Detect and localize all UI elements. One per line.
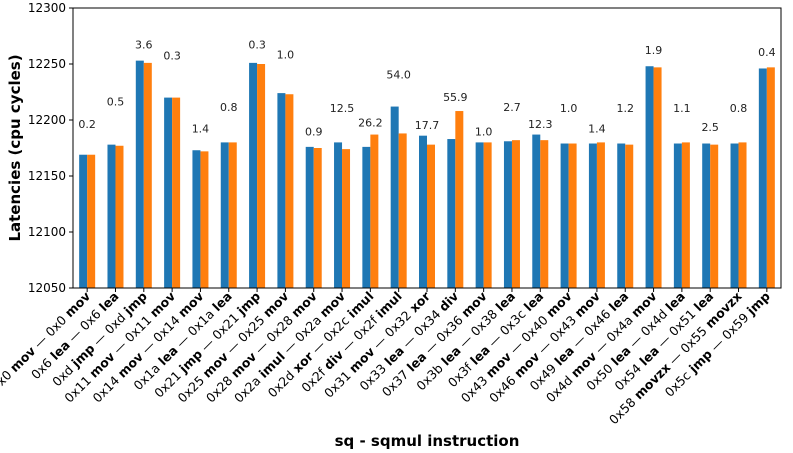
y-tick-label: 12150 bbox=[28, 169, 66, 183]
bar-sq bbox=[79, 154, 88, 288]
y-tick-label: 12050 bbox=[28, 281, 66, 295]
y-tick-label: 12200 bbox=[28, 113, 66, 127]
bar-annotation-label: 1.2 bbox=[616, 102, 634, 115]
bar-sq bbox=[503, 141, 512, 288]
bar-annotation-label: 1.0 bbox=[475, 126, 493, 139]
series-sq-bars bbox=[79, 60, 767, 289]
bar-sqmul bbox=[540, 140, 549, 288]
bar-annotation-label: 1.0 bbox=[277, 48, 295, 61]
bar-annotation-label: 0.2 bbox=[78, 118, 96, 131]
bar-annotation-label: 3.6 bbox=[135, 38, 153, 51]
bar-annotation-label: 0.9 bbox=[305, 126, 323, 139]
bar-sq bbox=[390, 106, 399, 288]
bar-sq bbox=[758, 68, 767, 288]
y-tick-label: 12250 bbox=[28, 57, 66, 71]
bar-annotation-label: 1.4 bbox=[588, 122, 606, 135]
bar-sq bbox=[730, 143, 739, 288]
bar-sq bbox=[702, 143, 711, 288]
bar-sqmul bbox=[766, 67, 775, 288]
bar-annotation-label: 0.8 bbox=[220, 101, 238, 114]
bar-sq bbox=[362, 146, 371, 288]
bar-sqmul bbox=[738, 142, 747, 288]
bar-sq bbox=[220, 142, 229, 288]
bar-sq bbox=[334, 142, 343, 288]
bar-sqmul bbox=[285, 94, 294, 289]
x-axis-title: sq - sqmul instruction bbox=[335, 432, 520, 450]
bar-annotation-label: 0.3 bbox=[163, 50, 181, 63]
bar-sq bbox=[588, 143, 597, 288]
bar-sqmul bbox=[511, 140, 520, 288]
bar-sqmul bbox=[681, 142, 690, 288]
bar-sqmul bbox=[710, 144, 719, 288]
bar-sq bbox=[532, 134, 541, 288]
bar-sq bbox=[419, 135, 427, 288]
bar-annotation-label: 0.8 bbox=[730, 102, 748, 115]
bar-sqmul bbox=[483, 142, 492, 288]
bar-sq bbox=[305, 146, 314, 288]
bar-sqmul bbox=[653, 67, 662, 288]
bar-sqmul bbox=[398, 133, 407, 288]
bar-sq bbox=[277, 93, 286, 289]
bar-sqmul bbox=[568, 143, 577, 288]
bar-annotation-label: 12.5 bbox=[330, 102, 355, 115]
bar-sq bbox=[249, 62, 258, 288]
bar-annotation-label: 1.1 bbox=[673, 102, 691, 115]
bar-sq bbox=[645, 66, 654, 289]
bar-sqmul bbox=[625, 144, 634, 288]
bar-sqmul bbox=[370, 134, 379, 288]
bar-sqmul bbox=[257, 64, 266, 288]
bar-annotation-label: 12.3 bbox=[528, 118, 553, 131]
bar-sqmul bbox=[596, 142, 605, 288]
bar-sq bbox=[617, 143, 626, 288]
bar-annotations: 0.2 0.5 3.6 0.3 1.4 0.8 0.3 1.0 0.9 12.526.2 54.0 1… bbox=[78, 38, 775, 138]
bar-sq bbox=[192, 150, 201, 288]
bar-sq bbox=[135, 60, 144, 288]
bar-annotation-label: 1.9 bbox=[645, 44, 663, 57]
bar-sq bbox=[673, 143, 682, 288]
bar-sqmul bbox=[313, 148, 322, 288]
bar-sqmul bbox=[342, 149, 351, 288]
bar-annotation-label: 2.7 bbox=[503, 101, 521, 114]
bar-sqmul bbox=[200, 151, 209, 288]
bar-sq bbox=[560, 143, 569, 288]
bar-annotation-label: 55.9 bbox=[443, 91, 468, 104]
bar-annotation-label: 0.3 bbox=[248, 38, 266, 51]
bar-sq bbox=[107, 144, 116, 288]
bar-sq bbox=[447, 139, 456, 288]
bar-sqmul bbox=[228, 142, 237, 288]
bar-sqmul bbox=[87, 154, 96, 288]
bar-annotation-label: 2.5 bbox=[701, 121, 719, 134]
bar-sqmul bbox=[143, 62, 152, 288]
y-tick-label: 12100 bbox=[28, 225, 66, 239]
bar-annotation-label: 0.4 bbox=[758, 46, 776, 59]
bar-annotation-label: 54.0 bbox=[386, 69, 411, 82]
bar-annotation-label: 17.7 bbox=[415, 119, 440, 132]
bar-annotation-label: 1.4 bbox=[192, 122, 210, 135]
bar-sqmul bbox=[115, 145, 124, 288]
y-axis-title: Latencies (cpu cycles) bbox=[6, 54, 24, 241]
bar-sqmul bbox=[172, 97, 181, 288]
bar-annotation-label: 0.5 bbox=[107, 95, 125, 108]
bar-sq bbox=[475, 142, 484, 288]
bar-sqmul bbox=[455, 111, 464, 288]
y-axis-ticks: 12050 12100 12150 12200 12250 12300 bbox=[28, 1, 73, 295]
bar-sqmul bbox=[427, 144, 435, 288]
bar-annotation-label: 26.2 bbox=[358, 117, 383, 130]
bar-sq bbox=[164, 97, 173, 288]
bar-annotation-label: 1.0 bbox=[560, 102, 578, 115]
y-tick-label: 12300 bbox=[28, 1, 66, 15]
series-sqmul-bars bbox=[87, 62, 775, 289]
